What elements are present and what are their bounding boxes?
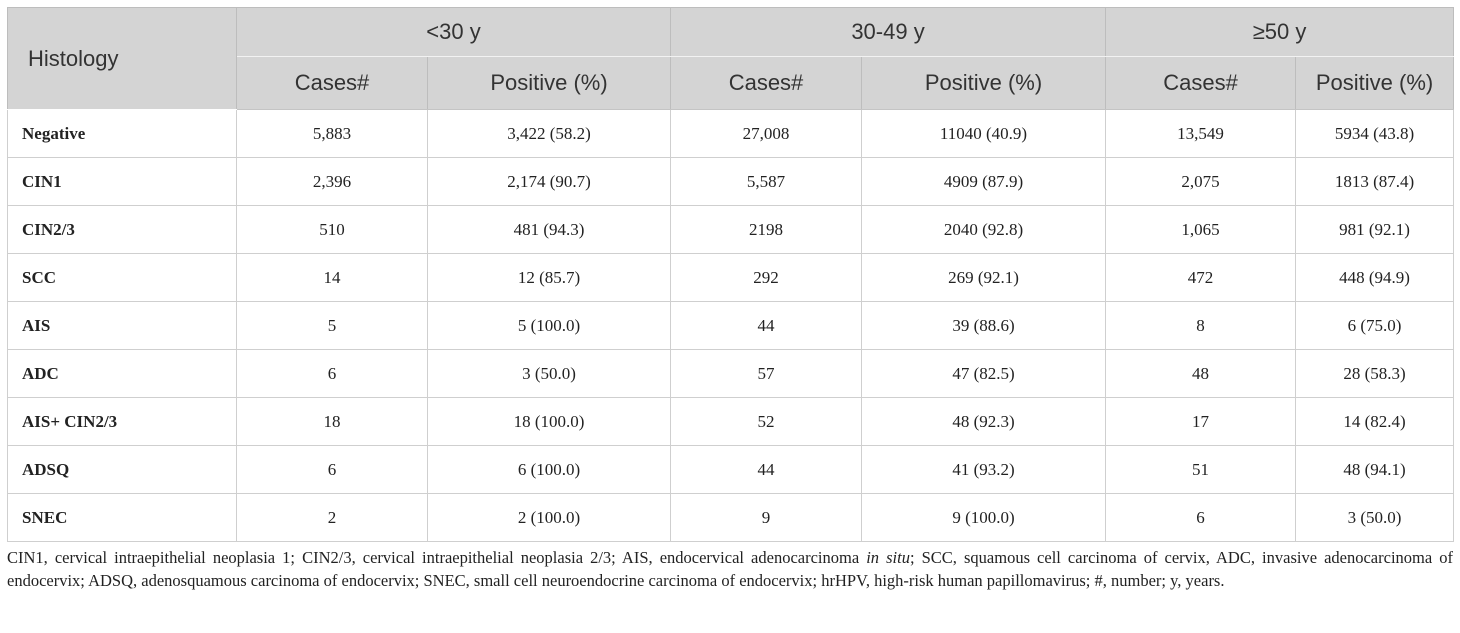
table-row: ADSQ 6 6 (100.0) 44 41 (93.2) 51 48 (94.1)	[7, 445, 1455, 494]
cell-cases: 8	[1105, 301, 1297, 350]
cell-cases: 51	[1105, 445, 1297, 494]
cell-positive: 1813 (87.4)	[1295, 157, 1455, 206]
cell-positive: 6 (100.0)	[427, 445, 671, 494]
cell-cases: 5,587	[670, 157, 862, 206]
cell-cases: 18	[236, 397, 428, 446]
row-histology-label: Negative	[7, 109, 237, 158]
table-row: AIS+ CIN2/3 18 18 (100.0) 52 48 (92.3) 17 14 (…	[7, 397, 1455, 446]
header-row-groups: Histology <30 y 30-49 y ≥50 y	[7, 7, 1455, 110]
cell-positive: 4909 (87.9)	[860, 157, 1107, 206]
cell-positive: 2,174 (90.7)	[427, 157, 671, 206]
cell-positive: 48 (92.3)	[860, 397, 1107, 446]
cell-positive: 3 (50.0)	[427, 349, 671, 398]
cell-cases: 9	[670, 493, 862, 542]
cell-positive: 3 (50.0)	[1295, 493, 1455, 542]
table-row: CIN1 2,396 2,174 (90.7) 5,587 4909 (87.9) 2,0…	[7, 157, 1455, 206]
cell-cases: 292	[670, 253, 862, 302]
cell-cases: 6	[236, 349, 428, 398]
cell-cases: 2198	[670, 205, 862, 254]
cell-cases: 52	[670, 397, 862, 446]
table-row: CIN2/3 510 481 (94.3) 2198 2040 (92.8) 1,065 9…	[7, 205, 1455, 254]
table-row: AIS 5 5 (100.0) 44 39 (88.6) 8 6 (75.0)	[7, 301, 1455, 350]
cell-positive: 3,422 (58.2)	[427, 109, 671, 158]
cell-cases: 5,883	[236, 109, 428, 158]
header-histology: Histology	[7, 7, 237, 110]
cell-cases: 2	[236, 493, 428, 542]
cell-cases: 5	[236, 301, 428, 350]
row-histology-label: SCC	[7, 253, 237, 302]
table-row: Negative 5,883 3,422 (58.2) 27,008 11040 (40…	[7, 109, 1455, 158]
row-histology-label: AIS	[7, 301, 237, 350]
cell-positive: 18 (100.0)	[427, 397, 671, 446]
row-histology-label: ADC	[7, 349, 237, 398]
cell-positive: 9 (100.0)	[860, 493, 1107, 542]
row-histology-label: CIN1	[7, 157, 237, 206]
cell-cases: 14	[236, 253, 428, 302]
cell-positive: 2040 (92.8)	[860, 205, 1107, 254]
header-cases: Cases#	[1105, 56, 1297, 110]
cell-positive: 448 (94.9)	[1295, 253, 1455, 302]
cell-positive: 48 (94.1)	[1295, 445, 1455, 494]
cell-cases: 2,396	[236, 157, 428, 206]
cell-positive: 5934 (43.8)	[1295, 109, 1455, 158]
row-histology-label: SNEC	[7, 493, 237, 542]
cell-cases: 48	[1105, 349, 1297, 398]
header-group-50-plus: ≥50 y	[1105, 7, 1455, 57]
cell-cases: 44	[670, 445, 862, 494]
row-histology-label: ADSQ	[7, 445, 237, 494]
table-row: ADC 6 3 (50.0) 57 47 (82.5) 48 28 (58.3)	[7, 349, 1455, 398]
cell-cases: 2,075	[1105, 157, 1297, 206]
cell-cases: 57	[670, 349, 862, 398]
cell-positive: 41 (93.2)	[860, 445, 1107, 494]
header-group-under-30: <30 y	[236, 7, 671, 57]
header-cases: Cases#	[236, 56, 428, 110]
cell-cases: 17	[1105, 397, 1297, 446]
table-row: SNEC 2 2 (100.0) 9 9 (100.0) 6 3 (50.0)	[7, 493, 1455, 542]
table-body: Negative 5,883 3,422 (58.2) 27,008 11040 (40…	[7, 109, 1455, 542]
table-footnote: CIN1, cervical intraepithelial neoplasia…	[7, 546, 1453, 592]
cell-positive: 481 (94.3)	[427, 205, 671, 254]
cell-cases: 6	[1105, 493, 1297, 542]
footnote-text-1: CIN1, cervical intraepithelial neoplasia…	[7, 548, 867, 567]
footnote-italic: in situ	[866, 548, 910, 567]
cell-positive: 12 (85.7)	[427, 253, 671, 302]
cell-cases: 44	[670, 301, 862, 350]
header-positive: Positive (%)	[860, 56, 1107, 110]
header-row-sub: Cases# Positive (%) Cases# Positive (%) …	[8, 56, 1455, 110]
cell-cases: 27,008	[670, 109, 862, 158]
header-positive: Positive (%)	[427, 56, 671, 110]
cell-cases: 6	[236, 445, 428, 494]
cell-positive: 47 (82.5)	[860, 349, 1107, 398]
cell-positive: 269 (92.1)	[860, 253, 1107, 302]
cell-positive: 981 (92.1)	[1295, 205, 1455, 254]
table-row: SCC 14 12 (85.7) 292 269 (92.1) 472 448 (94.9)	[7, 253, 1455, 302]
cell-positive: 28 (58.3)	[1295, 349, 1455, 398]
row-histology-label: AIS+ CIN2/3	[7, 397, 237, 446]
cell-positive: 6 (75.0)	[1295, 301, 1455, 350]
cell-cases: 510	[236, 205, 428, 254]
footnote-text-2: ; SCC, squamous cell carcinoma of cervix…	[7, 548, 1453, 590]
header-cases: Cases#	[670, 56, 862, 110]
cell-positive: 39 (88.6)	[860, 301, 1107, 350]
cell-positive: 11040 (40.9)	[860, 109, 1107, 158]
cell-cases: 472	[1105, 253, 1297, 302]
table-container: Histology <30 y 30-49 y ≥50 y Cases# Pos…	[7, 7, 1455, 592]
histology-hpv-table: Histology <30 y 30-49 y ≥50 y Cases# Pos…	[7, 7, 1455, 542]
header-group-30-49: 30-49 y	[669, 7, 1107, 57]
cell-cases: 1,065	[1105, 205, 1297, 254]
row-histology-label: CIN2/3	[7, 205, 237, 254]
cell-positive: 14 (82.4)	[1295, 397, 1455, 446]
cell-cases: 13,549	[1105, 109, 1297, 158]
cell-positive: 2 (100.0)	[427, 493, 671, 542]
header-positive: Positive (%)	[1295, 56, 1455, 110]
cell-positive: 5 (100.0)	[427, 301, 671, 350]
